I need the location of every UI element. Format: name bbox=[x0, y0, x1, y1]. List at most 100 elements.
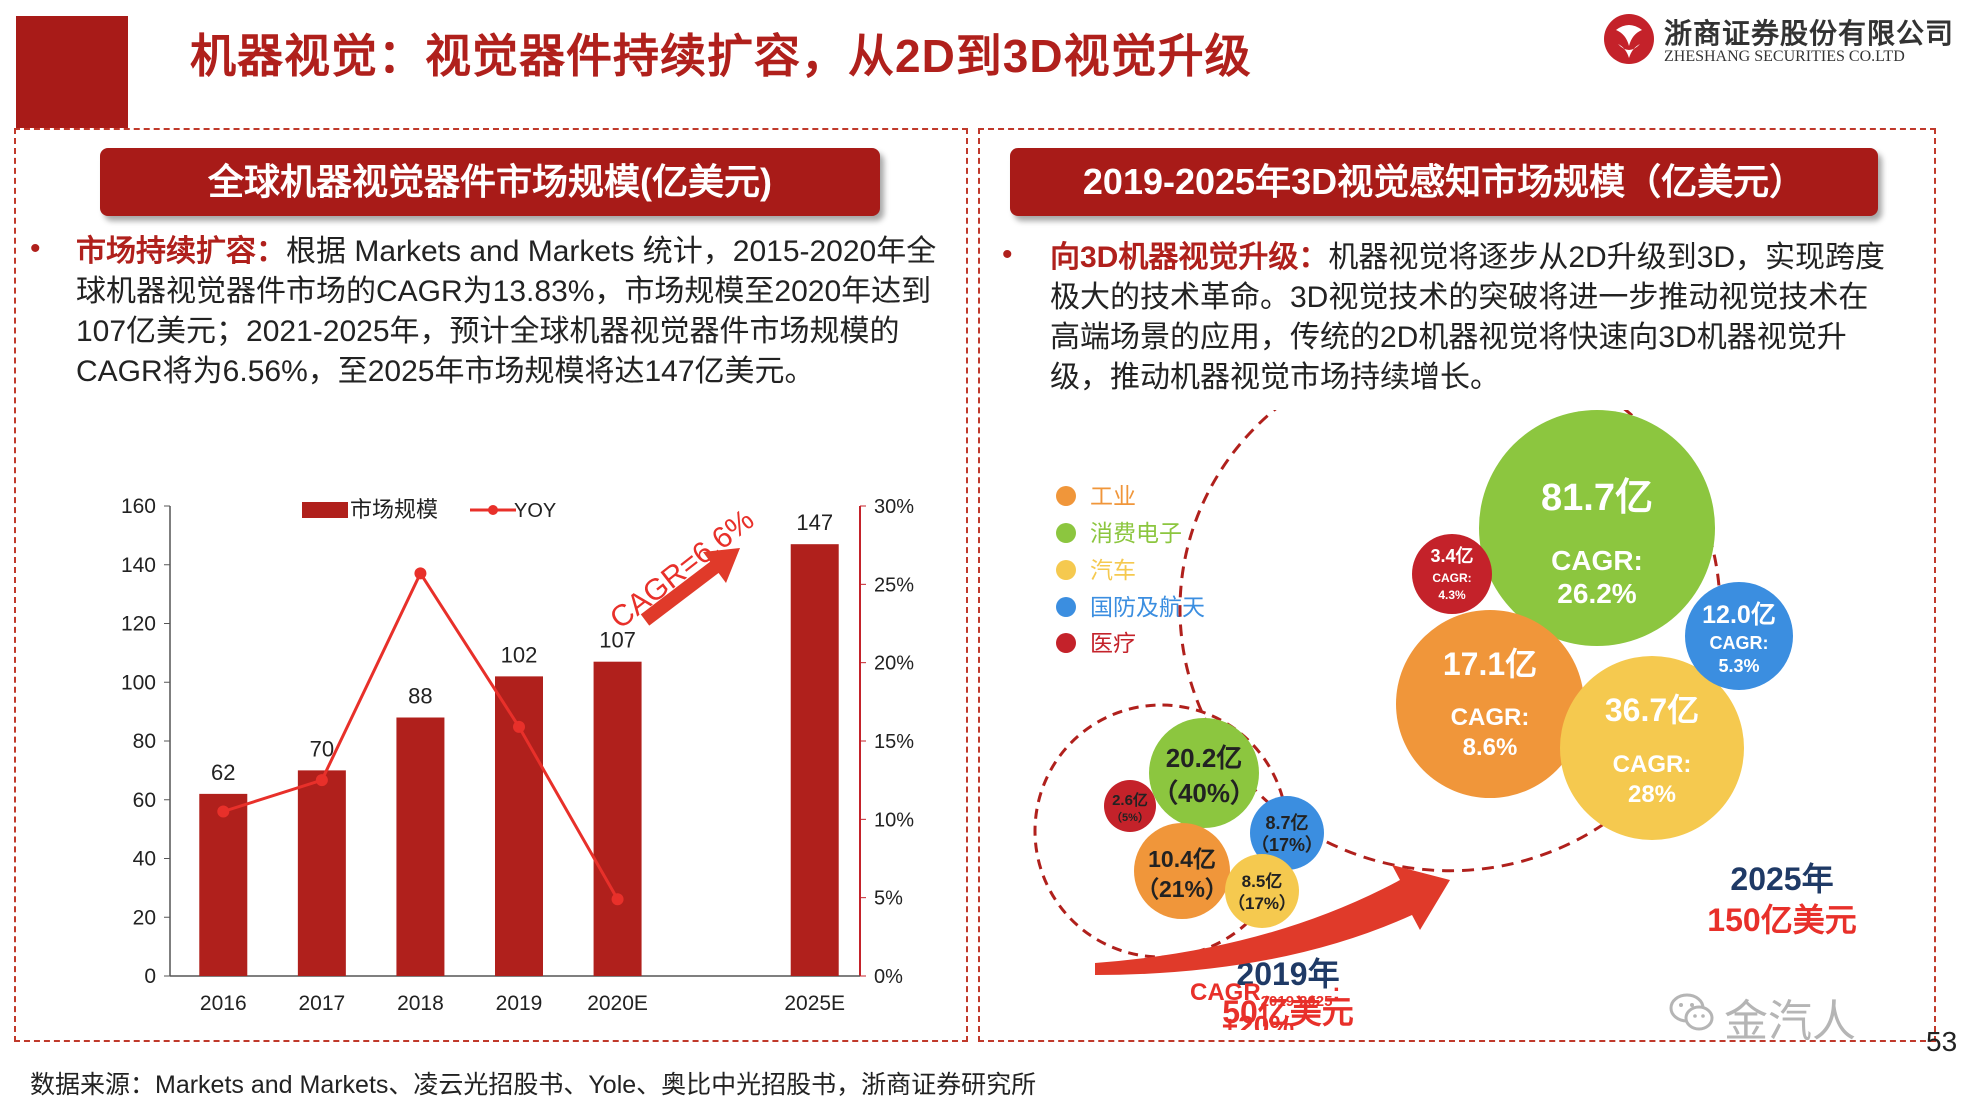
legend-dot-medical bbox=[1056, 633, 1076, 653]
cagr-annotation: CAGR=6.6% bbox=[604, 503, 760, 635]
right-banner: 2019-2025年3D视觉感知市场规模（亿美元） bbox=[1010, 148, 1878, 216]
bubble-2019-defense: 8.7亿 （17%） bbox=[1250, 796, 1324, 870]
bubble-2019-auto-share: （17%） bbox=[1228, 893, 1296, 913]
left-bullet-body: 根据 Markets and Markets 统计，2015-2020年全球机器… bbox=[76, 235, 937, 388]
y2-tick-label: 30% bbox=[874, 496, 914, 518]
yoy-point bbox=[414, 567, 427, 580]
legend-dot-consumer bbox=[1056, 523, 1076, 543]
x-tick-label: 2016 bbox=[200, 992, 247, 1015]
bubble-2019-defense-share: （17%） bbox=[1251, 835, 1323, 855]
left-bullet-head: 市场持续扩容： bbox=[76, 235, 286, 268]
chart-legend: 市场规模 YOY bbox=[302, 497, 556, 522]
market-size-chart: 0 20 40 60 80 100 120 140 160 0% 5% 10% 15% 20% 25% 30%… bbox=[121, 495, 914, 1015]
cagr-2019-2025: CAGR2019-2025: +20% bbox=[1190, 979, 1340, 1030]
left-bullet-text: 市场持续扩容：根据 Markets and Markets 统计，2015-20… bbox=[76, 232, 946, 392]
legend-line-label: YOY bbox=[514, 500, 556, 522]
legend-label-medical: 医疗 bbox=[1090, 630, 1136, 656]
total-2019-label: 50亿美元 bbox=[1222, 994, 1354, 1030]
bubble-2019-defense-value: 8.7亿 bbox=[1265, 812, 1308, 833]
y-tick-label: 60 bbox=[133, 789, 156, 812]
y2-tick-label: 20% bbox=[874, 653, 914, 675]
yoy-point bbox=[217, 805, 230, 818]
legend-label-auto: 汽车 bbox=[1090, 557, 1136, 583]
cagr-value: +20% bbox=[1222, 1010, 1294, 1030]
bubble-2025-medical-value: 3.4亿 bbox=[1430, 545, 1473, 566]
left-bullet-dot: • bbox=[30, 232, 41, 265]
bubble-2019-medical: 2.6亿 （5%） bbox=[1104, 780, 1156, 832]
growth-arrow bbox=[1095, 865, 1450, 975]
bubble-2019-industry-share: （21%） bbox=[1136, 876, 1228, 902]
legend-label-consumer: 消费电子 bbox=[1090, 520, 1182, 546]
bubble-2025-consumer-cagr: 26.2% bbox=[1557, 578, 1636, 609]
watermark-text: 金汽人 bbox=[1724, 997, 1856, 1046]
company-logo: 浙商证券股份有限公司 ZHESHANG SECURITIES CO.LTD bbox=[1602, 10, 1955, 72]
year-2025-label: 2025年 bbox=[1730, 861, 1833, 897]
bubble-2025-defense-value: 12.0亿 bbox=[1702, 601, 1776, 629]
logo-cn-text: 浙商证券股份有限公司 bbox=[1664, 19, 1955, 50]
y2-tick-label: 10% bbox=[874, 809, 914, 831]
bubble-infographic: 工业 消费电子 汽车 国防及航天 医疗 81.7亿 CAGR: 26.2% 17… bbox=[1033, 410, 1857, 1030]
bubble-2019-industry-value: 10.4亿 bbox=[1148, 846, 1216, 872]
source-note: 数据来源：Markets and Markets、凌云光招股书、Yole、奥比中… bbox=[30, 1071, 1037, 1099]
right-panel bbox=[978, 128, 1936, 1042]
y-tick-label: 140 bbox=[121, 554, 156, 577]
bar bbox=[199, 793, 248, 976]
left-panel bbox=[14, 128, 968, 1042]
bubble-2025-auto-cagr-label: CAGR: bbox=[1613, 751, 1692, 778]
bubble-2025-industry: 17.1亿 CAGR: 8.6% bbox=[1396, 610, 1584, 798]
yoy-point bbox=[611, 893, 624, 906]
bubble-2025-auto-cagr: 28% bbox=[1628, 781, 1676, 808]
legend-dot-defense bbox=[1056, 597, 1076, 617]
sector-legend: 工业 消费电子 汽车 国防及航天 医疗 bbox=[1056, 483, 1205, 656]
bar bbox=[593, 661, 642, 976]
bubble-2025-medical-cagr-label: CAGR: bbox=[1432, 571, 1471, 585]
bar-data-label: 147 bbox=[796, 510, 833, 535]
yoy-point bbox=[315, 774, 328, 787]
y2-tick-label: 25% bbox=[874, 574, 914, 596]
bubble-2019-industry: 10.4亿 （21%） bbox=[1134, 823, 1230, 919]
cagr-word: CAGR bbox=[1190, 979, 1261, 1006]
cagr-colon: : bbox=[1332, 979, 1340, 1006]
legend-label-industry: 工业 bbox=[1090, 483, 1136, 509]
bubble-2025-medical: 3.4亿 CAGR: 4.3% bbox=[1412, 534, 1492, 614]
bubble-2019-consumer: 20.2亿 （40%） bbox=[1149, 718, 1259, 828]
bubble-2025-defense-cagr-label: CAGR: bbox=[1710, 633, 1769, 653]
bar-data-label: 62 bbox=[211, 760, 235, 785]
slide-title: 机器视觉：视觉器件持续扩容，从2D到3D视觉升级 bbox=[190, 30, 1252, 82]
bubble-2025-auto: 36.7亿 CAGR: 28% bbox=[1560, 656, 1744, 840]
yoy-point bbox=[513, 720, 525, 733]
right-bullet-body: 机器视觉将逐步从2D升级到3D，实现跨度极大的技术革命。3D视觉技术的突破将进一… bbox=[1050, 241, 1886, 394]
bar-data-label: 88 bbox=[408, 684, 432, 709]
wechat-icon bbox=[1669, 993, 1714, 1031]
bubble-2025-medical-cagr: 4.3% bbox=[1438, 588, 1466, 602]
legend-dot-auto bbox=[1056, 560, 1076, 580]
bubble-2025-industry-cagr: 8.6% bbox=[1463, 734, 1518, 761]
page-number: 53 bbox=[1926, 1026, 1958, 1057]
x-tick-label: 2019 bbox=[496, 992, 543, 1015]
legend-line-marker bbox=[488, 505, 498, 515]
bubble-2019-medical-share: （5%） bbox=[1111, 811, 1149, 824]
y-tick-label: 80 bbox=[133, 730, 156, 753]
bubble-2025-defense-cagr: 5.3% bbox=[1718, 656, 1759, 676]
bar bbox=[297, 770, 346, 976]
bubble-2019-auto-value: 8.5亿 bbox=[1242, 871, 1283, 891]
cagr-arrow bbox=[640, 548, 740, 626]
x-tick-label: 2025E bbox=[784, 992, 845, 1015]
right-bullet-text: 向3D机器视觉升级：机器视觉将逐步从2D升级到3D，实现跨度极大的技术革命。3D… bbox=[1050, 238, 1890, 398]
legend-bar-label: 市场规模 bbox=[350, 497, 438, 522]
bubble-2025-industry-value: 17.1亿 bbox=[1443, 646, 1537, 682]
y-tick-label: 120 bbox=[121, 613, 156, 636]
y-tick-label: 0 bbox=[144, 965, 156, 988]
x-tick-label: 2018 bbox=[397, 992, 444, 1015]
bar-data-label: 70 bbox=[310, 736, 334, 761]
bubble-2019-consumer-share: （40%） bbox=[1152, 778, 1256, 808]
logo-icon bbox=[1604, 14, 1654, 64]
corner-decoration bbox=[16, 16, 128, 128]
bubble-2025-industry-cagr-label: CAGR: bbox=[1451, 704, 1530, 731]
total-2025-label: 150亿美元 bbox=[1707, 902, 1856, 938]
y2-tick-label: 0% bbox=[874, 966, 903, 988]
bar bbox=[396, 717, 445, 976]
y-tick-label: 160 bbox=[121, 495, 156, 518]
y2-tick-label: 5% bbox=[874, 888, 903, 910]
y-tick-label: 100 bbox=[121, 671, 156, 694]
